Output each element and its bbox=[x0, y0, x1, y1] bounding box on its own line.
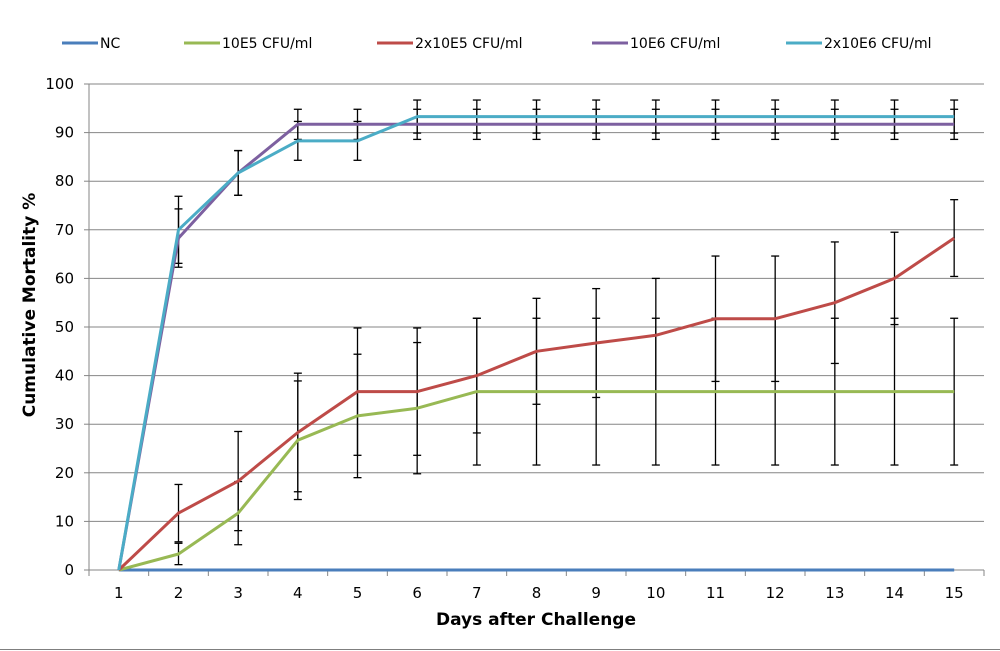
x-tick-label: 14 bbox=[885, 584, 904, 602]
x-tick-label: 4 bbox=[293, 584, 303, 602]
y-tick-label: 40 bbox=[55, 367, 74, 385]
x-tick-label: 2 bbox=[174, 584, 184, 602]
x-axis-title: Days after Challenge bbox=[436, 610, 636, 630]
series-line-1 bbox=[118, 390, 955, 572]
x-tick-label: 8 bbox=[532, 584, 542, 602]
x-tick-label: 11 bbox=[706, 584, 725, 602]
x-tick-label: 7 bbox=[472, 584, 482, 602]
y-tick-label: 50 bbox=[55, 318, 74, 336]
x-tick-label: 1 bbox=[114, 584, 124, 602]
y-axis-title: Cumulative Mortality % bbox=[20, 193, 40, 418]
error-bars bbox=[174, 99, 959, 566]
y-tick-label: 30 bbox=[55, 415, 74, 433]
x-tick-label: 9 bbox=[591, 584, 601, 602]
legend-label: 10E6 CFU/ml bbox=[630, 36, 720, 52]
legend: NC 10E5 CFU/ml 2x10E5 CFU/ml 10E6 CFU/ml 2x1… bbox=[62, 36, 932, 52]
x-tick-label: 5 bbox=[353, 584, 363, 602]
x-tick-label: 13 bbox=[825, 584, 844, 602]
y-tick-label: 70 bbox=[55, 221, 74, 239]
legend-label: 2x10E6 CFU/ml bbox=[824, 36, 932, 52]
series-line-3 bbox=[117, 122, 955, 571]
x-tick-label: 12 bbox=[766, 584, 785, 602]
legend-label: NC bbox=[100, 36, 120, 52]
x-tick-label: 3 bbox=[233, 584, 243, 602]
y-tick-label: 20 bbox=[55, 464, 74, 482]
legend-label: 10E5 CFU/ml bbox=[222, 36, 312, 52]
series-line-4 bbox=[117, 115, 955, 571]
series-lines bbox=[117, 115, 956, 572]
series-line-2 bbox=[117, 236, 956, 572]
y-tick-label: 60 bbox=[55, 269, 74, 287]
y-tick-label: 90 bbox=[55, 124, 74, 142]
x-tick-label: 10 bbox=[646, 584, 665, 602]
y-tick-label: 100 bbox=[45, 75, 74, 93]
y-tick-label: 80 bbox=[55, 172, 74, 190]
x-tick-label: 15 bbox=[945, 584, 964, 602]
x-tick-label: 6 bbox=[412, 584, 422, 602]
y-tick-label: 0 bbox=[64, 561, 74, 579]
bottom-border bbox=[0, 649, 1000, 650]
axes bbox=[84, 83, 985, 576]
legend-label: 2x10E5 CFU/ml bbox=[415, 36, 523, 52]
y-tick-label: 10 bbox=[55, 512, 74, 530]
